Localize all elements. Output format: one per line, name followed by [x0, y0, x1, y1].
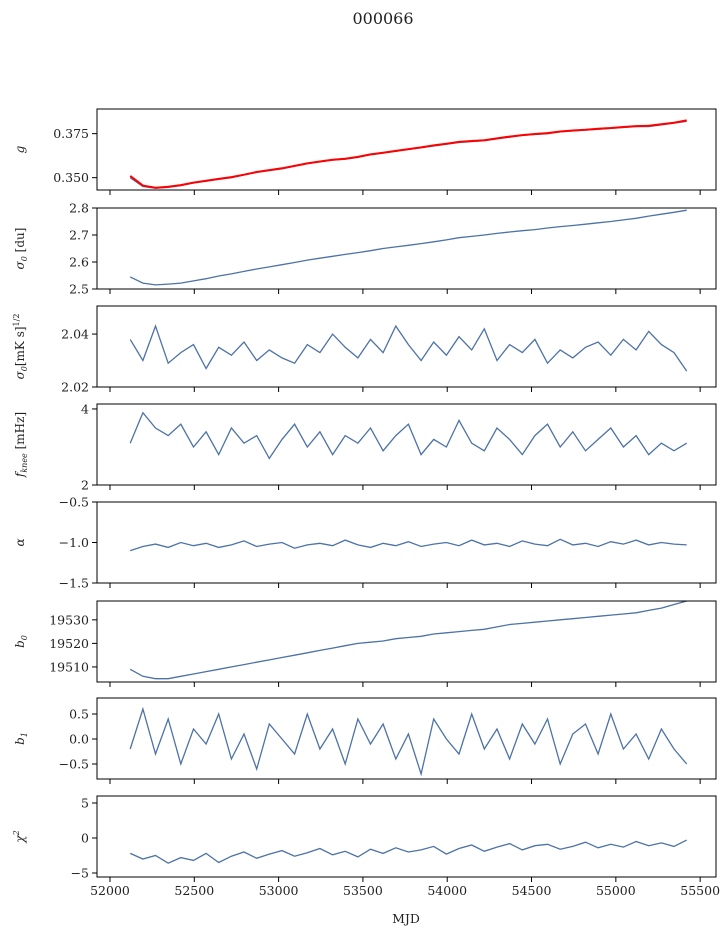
- alpha-series-line: [130, 538, 687, 552]
- fknee-axes-frame: [96, 403, 717, 486]
- y-tick-label: 19530: [49, 612, 89, 627]
- g-series-line: [129, 120, 687, 189]
- y-tick-label: 0.5: [69, 707, 89, 722]
- b1-series-line: [129, 706, 688, 777]
- sigma0-du-series-line: [129, 209, 687, 286]
- b1-y-axis-label: b1: [13, 732, 29, 745]
- y-tick-label: −1.5: [59, 576, 89, 591]
- y-tick-label: 19520: [49, 636, 89, 651]
- x-tick-label: 54500: [512, 883, 552, 898]
- chi2-series-line: [129, 839, 687, 864]
- y-tick-label: 5: [81, 796, 89, 811]
- alpha-y-axis-label: α: [13, 538, 27, 546]
- y-tick-label: 2.5: [69, 282, 89, 297]
- y-tick-label: 2.04: [61, 327, 89, 342]
- x-tick-label: 53000: [259, 883, 299, 898]
- y-tick-label: 2.02: [61, 380, 89, 395]
- fknee-y-axis-label: fknee [mHz]: [13, 412, 29, 478]
- x-tick-label: 53500: [343, 883, 383, 898]
- sigma0-du-y-axis-label: σ0 [du]: [13, 228, 29, 270]
- panel-sigma0-white: 2.02 2.04 σ0[mK s]1/2: [12, 305, 717, 395]
- panel-g: 0.350 0.375 g: [13, 108, 717, 195]
- x-tick-label: 55500: [680, 883, 720, 898]
- y-tick-label: 19510: [49, 659, 89, 674]
- x-tick-label: 54000: [427, 883, 467, 898]
- panel-sigma0-du: 2.5 2.6 2.7 2.8 σ0 [du]: [13, 201, 717, 297]
- g-y-axis-label: g: [13, 145, 27, 153]
- y-tick-label: −0.5: [59, 757, 89, 772]
- chart-title: 000066: [352, 9, 413, 28]
- b0-series-line: [129, 601, 687, 680]
- y-tick-label: 0: [81, 831, 89, 846]
- y-tick-label: 4: [81, 401, 89, 416]
- sigma0-white-series-line: [129, 324, 688, 372]
- g-axes-frame: [96, 108, 717, 191]
- chi2-axes-frame: [96, 795, 717, 878]
- y-tick-label: 0.375: [53, 126, 89, 141]
- panel-b1: −0.5 0.0 0.5 b1: [13, 697, 717, 784]
- x-tick-label: 52500: [174, 883, 214, 898]
- y-tick-label: 2.7: [69, 228, 89, 243]
- sigma0-white-y-axis-label: σ0[mK s]1/2: [12, 314, 29, 380]
- y-tick-label: −1.0: [59, 535, 89, 550]
- x-tick-label: 55000: [596, 883, 636, 898]
- y-tick-label: 2.6: [69, 255, 89, 270]
- y-tick-label: 2: [81, 478, 89, 493]
- panel-chi2: −5 0 5 52000 52500 53000 53500 54000 54500 55000 5…: [12, 795, 720, 898]
- sigma0-white-axes-frame: [96, 305, 717, 388]
- fknee-series-line: [129, 411, 688, 460]
- sigma0-du-axes-frame: [96, 207, 717, 290]
- y-tick-label: 0.350: [53, 170, 89, 185]
- g-model-line: [129, 119, 687, 189]
- x-tick-label: 52000: [90, 883, 130, 898]
- chi2-y-axis-label: χ2: [12, 830, 27, 843]
- b0-axes-frame: [96, 600, 717, 683]
- y-tick-label: 0.0: [69, 732, 89, 747]
- panel-fknee: 2 4 fknee [mHz]: [13, 401, 717, 493]
- y-tick-label: −0.5: [59, 495, 89, 510]
- panel-alpha: −1.5 −1.0 −0.5 α: [13, 495, 717, 591]
- y-tick-label: −5: [71, 866, 89, 881]
- y-tick-label: 2.8: [69, 201, 89, 216]
- panel-b0: 19510 19520 19530 b0: [13, 600, 717, 687]
- b0-y-axis-label: b0: [13, 635, 29, 648]
- x-axis-label: MJD: [392, 911, 420, 926]
